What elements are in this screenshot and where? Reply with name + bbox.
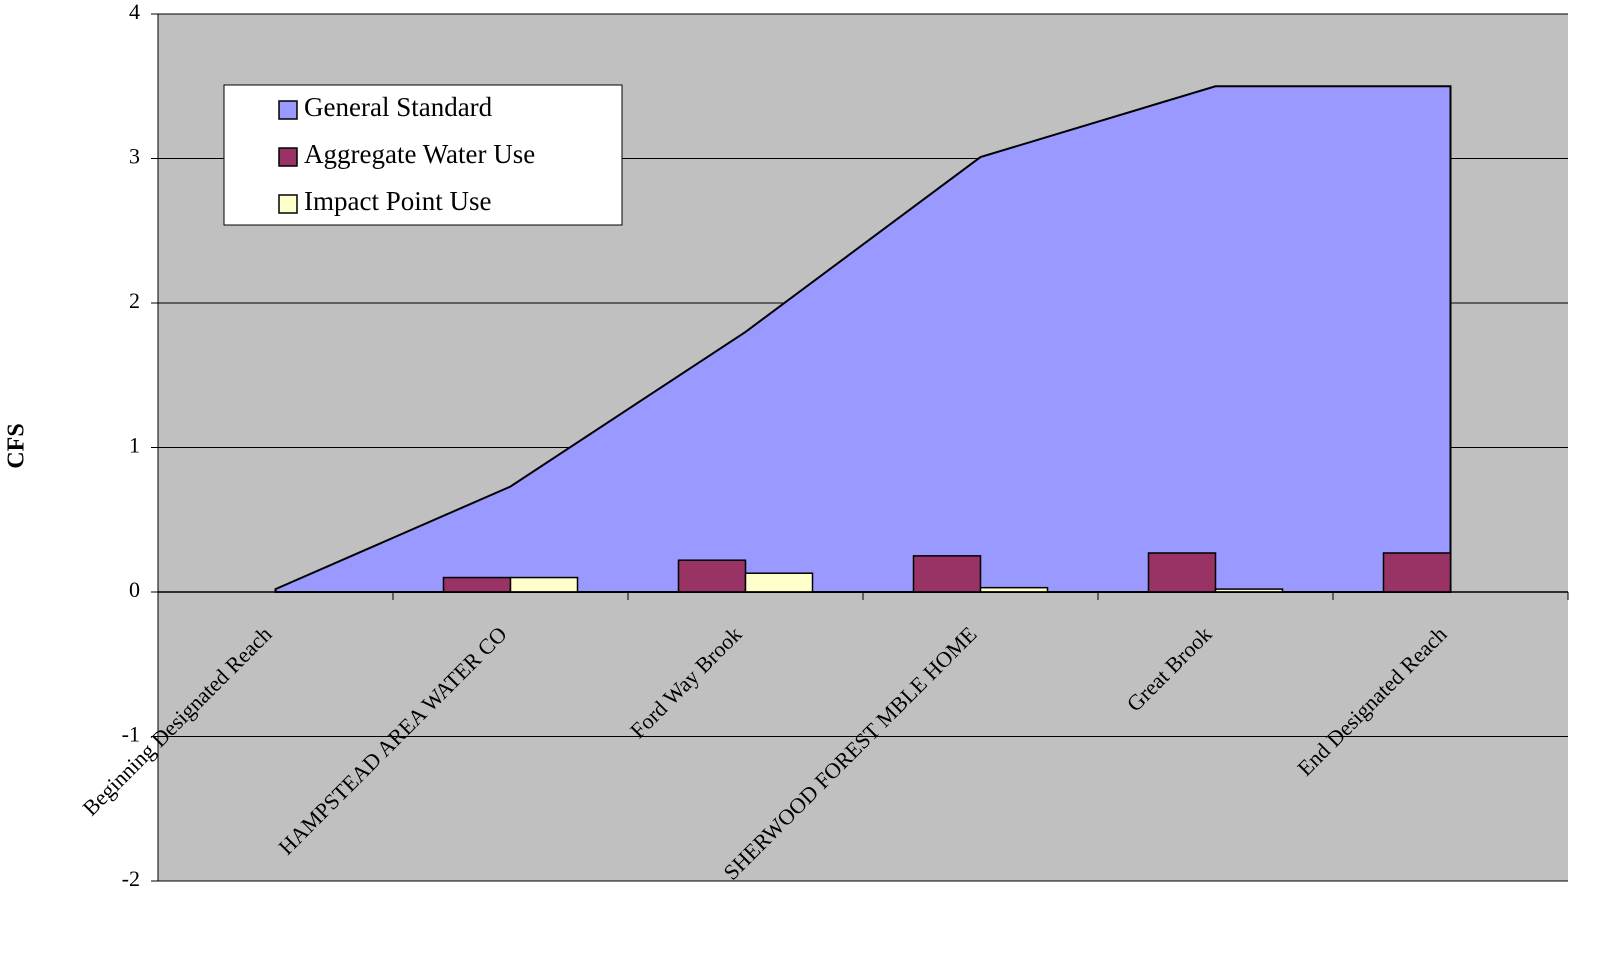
y-tick-label: -1 bbox=[122, 722, 140, 747]
y-tick-label: 1 bbox=[129, 433, 140, 458]
legend: General Standard Aggregate Water Use Impac… bbox=[223, 84, 623, 226]
y-axis-label: CFS bbox=[4, 423, 30, 468]
bar bbox=[509, 576, 579, 593]
bar bbox=[677, 559, 747, 593]
legend-swatch bbox=[278, 194, 298, 214]
y-tick-label: 2 bbox=[129, 288, 140, 313]
legend-label: General Standard bbox=[304, 92, 493, 122]
bar bbox=[1382, 552, 1452, 593]
y-tick-label: 0 bbox=[129, 577, 140, 602]
legend-label: Aggregate Water Use bbox=[304, 139, 535, 169]
y-tick-label: -2 bbox=[122, 866, 140, 891]
legend-label: Impact Point Use bbox=[304, 186, 491, 216]
bar bbox=[744, 572, 814, 593]
y-tick-label: 3 bbox=[129, 144, 140, 169]
bar bbox=[912, 555, 982, 593]
bar bbox=[442, 576, 512, 593]
legend-swatch bbox=[278, 100, 298, 120]
bar bbox=[1147, 552, 1217, 593]
area bbox=[274, 85, 1452, 593]
y-tick-label: 4 bbox=[129, 0, 140, 24]
legend-swatch bbox=[278, 147, 298, 167]
